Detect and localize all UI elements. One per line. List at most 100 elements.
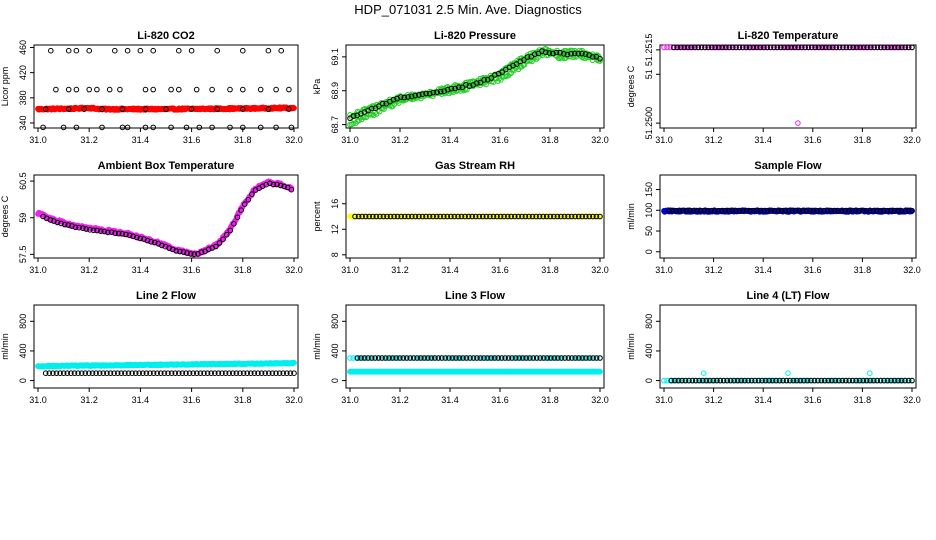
y-tick-label: 0 [644, 378, 654, 383]
data-point [240, 86, 246, 93]
x-tick-label: 31.6 [804, 135, 822, 145]
data-point [355, 213, 362, 220]
data-point [106, 86, 113, 93]
data-point [828, 207, 834, 214]
data-point [719, 207, 725, 214]
plot-frame [659, 44, 917, 129]
data-point [391, 213, 397, 220]
data-point [143, 370, 150, 377]
data-point [380, 213, 387, 220]
y-tick-label: 51 [644, 69, 654, 79]
data-point [501, 213, 507, 220]
data-point [881, 44, 888, 51]
y-tick-label: 380 [18, 90, 28, 105]
data-point [519, 355, 526, 361]
x-tick-label: 31.4 [132, 395, 150, 405]
data-point [881, 377, 887, 384]
data-point [877, 377, 884, 384]
data-point [58, 220, 64, 227]
data-point [484, 355, 491, 361]
data-point [425, 355, 431, 361]
y-tick-label: 69.1 [330, 48, 340, 66]
data-point [862, 377, 868, 384]
data-point [227, 86, 233, 93]
data-point [787, 377, 793, 384]
data-point [565, 355, 572, 361]
data-point [79, 225, 86, 231]
data-point [703, 377, 710, 384]
data-point [291, 370, 297, 377]
data-point [781, 44, 788, 51]
x-tick-label: 31.8 [541, 395, 559, 405]
data-point [150, 370, 157, 377]
plot-frame [345, 304, 605, 389]
data-point [863, 207, 870, 214]
data-point [90, 227, 97, 234]
x-tick-label: 31.8 [854, 265, 872, 275]
data-point [853, 377, 860, 384]
data-point [366, 213, 373, 220]
data-point [494, 213, 500, 220]
data-point [821, 207, 827, 214]
data-point [214, 47, 220, 54]
data-point [269, 370, 276, 377]
data-point [741, 377, 748, 384]
data-point [93, 370, 99, 377]
data-point [785, 207, 792, 214]
data-point [396, 355, 403, 361]
data-point [671, 44, 677, 51]
series-pressure_black [347, 48, 603, 122]
data-point [681, 44, 688, 51]
data-point [551, 355, 558, 361]
chart-panel-1: Li-820 CO2 Licor ppm 340 380 420 460 31.0 31.2 3… [0, 30, 303, 145]
data-point [428, 355, 435, 361]
data-point [795, 120, 801, 126]
data-point [150, 124, 156, 131]
data-point [502, 355, 508, 361]
data-point [237, 370, 243, 377]
data-point [707, 377, 713, 384]
x-tick-label: 31.8 [541, 265, 559, 275]
data-point [860, 44, 867, 51]
data-point [705, 377, 711, 384]
data-point [490, 213, 497, 220]
data-point [800, 207, 806, 214]
data-point [747, 207, 753, 214]
page-title: HDP_071031 2.5 Min. Ave. Diagnostics [354, 2, 582, 17]
data-point [807, 207, 813, 214]
data-point [119, 124, 126, 131]
data-point [867, 377, 874, 384]
data-point [233, 370, 240, 377]
data-point [407, 355, 414, 361]
data-point [863, 377, 870, 384]
data-point [73, 86, 80, 93]
data-point [481, 355, 487, 361]
plot-frame [33, 174, 299, 259]
series-line2_cyan [35, 359, 297, 370]
data-point [788, 44, 795, 51]
data-point [400, 355, 407, 361]
data-point [126, 232, 133, 239]
data-point [722, 207, 729, 214]
data-point [119, 106, 126, 112]
data-point [522, 213, 529, 220]
data-point [668, 377, 675, 384]
data-point [197, 370, 204, 377]
data-point [895, 207, 901, 214]
data-point [405, 213, 412, 220]
data-point [463, 355, 470, 361]
data-point [125, 370, 132, 377]
data-point [712, 44, 719, 51]
data-point [262, 370, 269, 377]
data-point [590, 54, 596, 60]
x-tick-label: 31.8 [541, 135, 559, 145]
data-point [350, 113, 357, 119]
data-point [477, 355, 484, 361]
data-point [137, 47, 144, 54]
data-point [661, 377, 667, 384]
data-point [387, 213, 394, 220]
data-point [509, 355, 515, 361]
data-point [822, 377, 828, 384]
data-point [69, 223, 75, 229]
data-point [373, 213, 380, 220]
